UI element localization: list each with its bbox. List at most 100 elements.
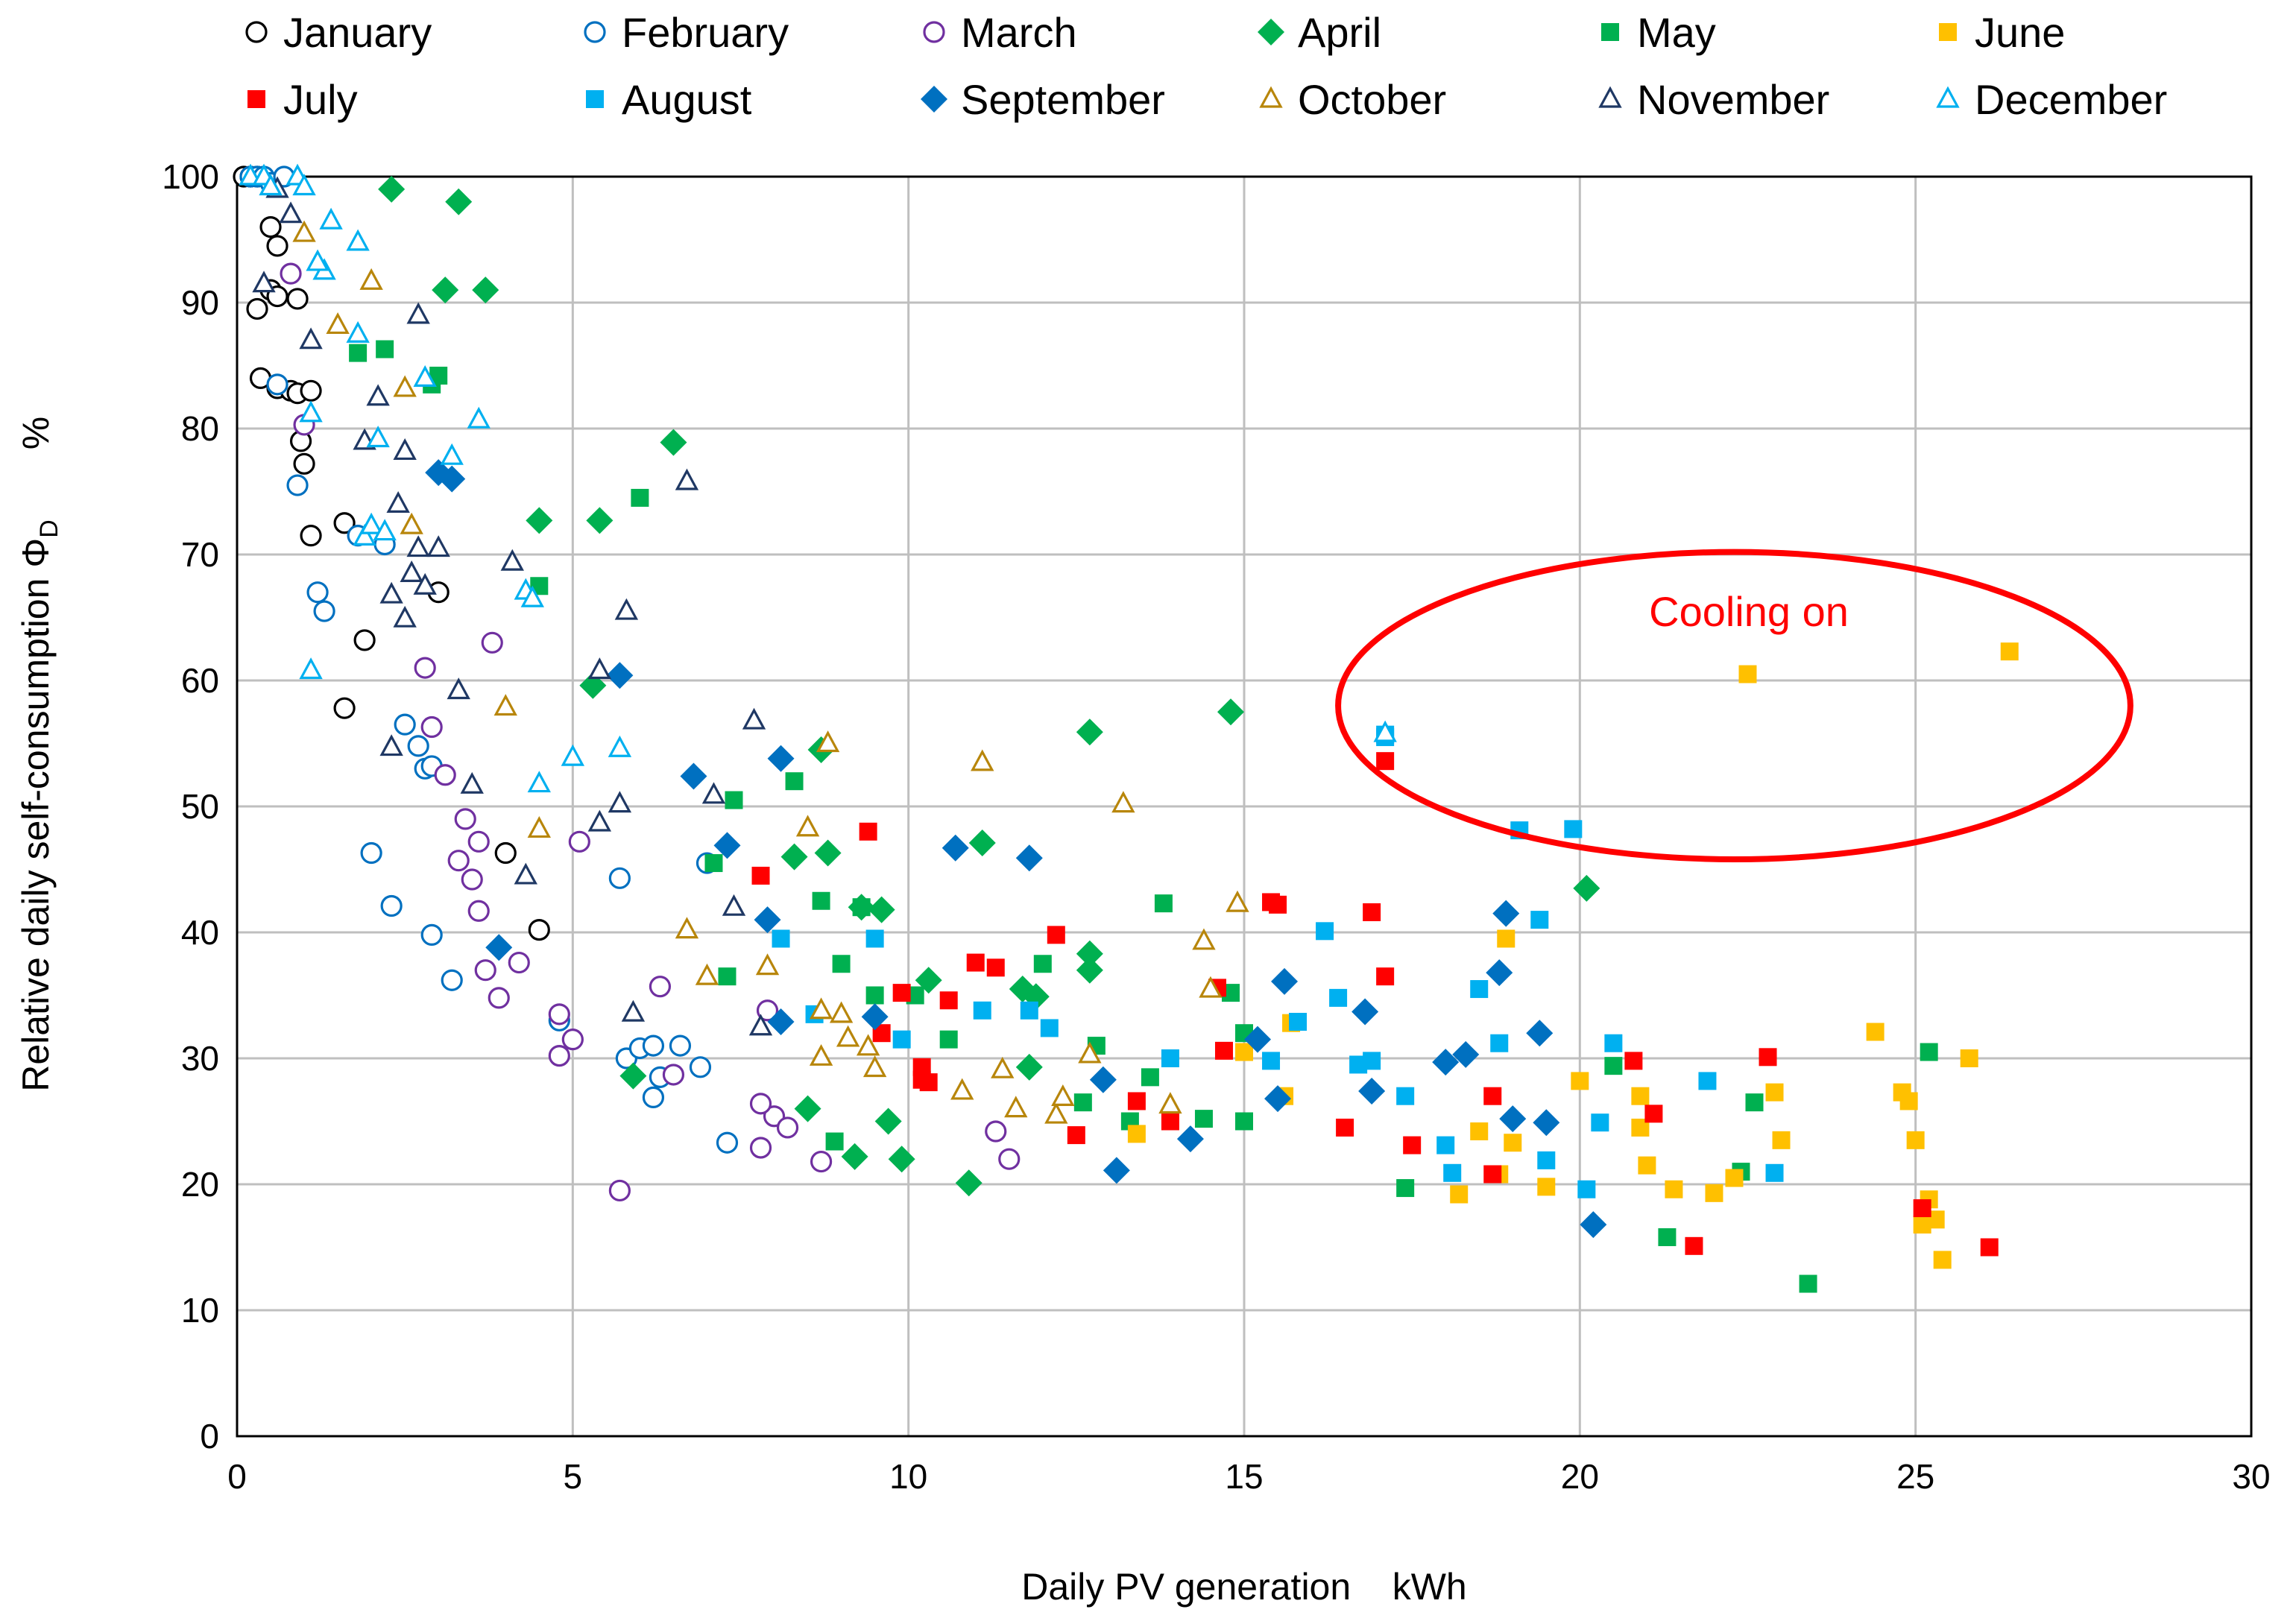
point-february <box>420 923 443 946</box>
point-november <box>279 201 303 224</box>
legend-entry-october: October <box>1259 76 1446 123</box>
point-october <box>950 1078 974 1100</box>
point-june <box>1127 1125 1146 1143</box>
point-april <box>814 839 842 867</box>
point-february <box>689 1056 712 1078</box>
point-august <box>1470 980 1489 999</box>
point-september <box>1526 1020 1554 1047</box>
point-january <box>353 629 376 651</box>
point-august <box>1698 1072 1717 1090</box>
point-september <box>680 762 707 790</box>
point-november <box>379 734 403 756</box>
legend-marker-july <box>247 90 265 108</box>
point-june <box>2000 642 2019 661</box>
point-may <box>1920 1043 1938 1061</box>
x-axis-title: Daily PV generation kWh <box>1021 1566 1467 1608</box>
point-october <box>527 816 551 838</box>
y-tick-label: 10 <box>181 1291 219 1330</box>
point-october <box>971 749 994 771</box>
point-april <box>1217 698 1244 726</box>
point-october <box>829 1001 854 1023</box>
point-july <box>1067 1126 1085 1145</box>
cooling-on-ellipse <box>1335 549 2133 862</box>
annotation: Cooling on <box>1335 549 2133 862</box>
legend-label-november: November <box>1637 76 1829 123</box>
point-august <box>1765 1163 1784 1182</box>
point-april <box>1076 718 1103 746</box>
legend-label-january: January <box>283 9 432 56</box>
point-may <box>1194 1110 1213 1128</box>
y-axis-title-subscript: D <box>35 519 63 538</box>
point-july <box>1214 1041 1233 1060</box>
series-october <box>292 220 1249 1124</box>
y-axis-title-text: Relative daily self-consumption ΦD <box>15 519 63 1092</box>
point-november <box>514 862 537 885</box>
point-october <box>292 220 316 242</box>
point-august <box>1363 1052 1381 1070</box>
point-november <box>748 1014 773 1036</box>
y-tick-label: 100 <box>162 157 219 196</box>
point-march <box>608 1179 631 1202</box>
point-april <box>445 188 473 215</box>
x-tick-label: 5 <box>564 1457 583 1496</box>
point-september <box>1264 1085 1292 1113</box>
point-october <box>1044 1102 1068 1124</box>
point-june <box>1638 1156 1656 1175</box>
point-august <box>1564 820 1583 838</box>
point-april <box>586 507 614 534</box>
point-november <box>386 491 410 514</box>
point-august <box>1530 911 1549 929</box>
point-april <box>841 1143 868 1170</box>
legend-label-september: September <box>961 76 1165 123</box>
point-october <box>1078 1041 1102 1064</box>
point-november <box>413 572 437 595</box>
point-november <box>447 677 470 700</box>
point-june <box>1772 1131 1791 1149</box>
point-may <box>825 1132 844 1151</box>
point-march <box>749 1093 772 1115</box>
point-september <box>1351 998 1379 1026</box>
point-june <box>1571 1072 1589 1090</box>
point-april <box>1573 874 1600 902</box>
point-october <box>1226 890 1249 912</box>
x-tick-label: 20 <box>1561 1457 1599 1496</box>
point-november <box>406 302 430 324</box>
legend-entry-november: November <box>1598 76 1829 123</box>
y-tick-label: 50 <box>181 787 219 826</box>
point-november <box>587 809 612 832</box>
point-november <box>299 327 323 350</box>
point-july <box>1269 895 1287 914</box>
point-march <box>756 999 779 1022</box>
point-september <box>606 662 634 689</box>
point-june <box>1497 929 1515 948</box>
point-may <box>704 854 723 873</box>
point-august <box>1577 1180 1596 1198</box>
point-july <box>939 991 958 1010</box>
point-december <box>259 174 283 196</box>
point-september <box>754 906 781 934</box>
point-february <box>266 373 288 396</box>
legend-entry-august: August <box>586 76 752 123</box>
point-april <box>526 507 553 534</box>
point-december <box>299 400 323 423</box>
point-december <box>353 523 376 546</box>
point-may <box>1745 1093 1764 1112</box>
point-july <box>1376 967 1395 986</box>
point-september <box>1486 959 1513 987</box>
point-april <box>432 277 459 304</box>
point-may <box>1154 894 1173 913</box>
legend-entry-september: September <box>921 76 1165 123</box>
point-november <box>393 605 417 628</box>
point-march <box>467 830 490 853</box>
legend-marker-october <box>1259 86 1283 108</box>
point-august <box>1591 1113 1609 1132</box>
legend-entry-april: April <box>1258 9 1381 56</box>
point-december <box>292 174 316 196</box>
point-september <box>438 465 466 493</box>
point-february <box>669 1034 692 1057</box>
point-september <box>713 832 741 859</box>
point-december <box>373 519 397 541</box>
gridlines <box>237 177 2251 1436</box>
point-august <box>1316 922 1334 941</box>
point-october <box>400 512 423 534</box>
